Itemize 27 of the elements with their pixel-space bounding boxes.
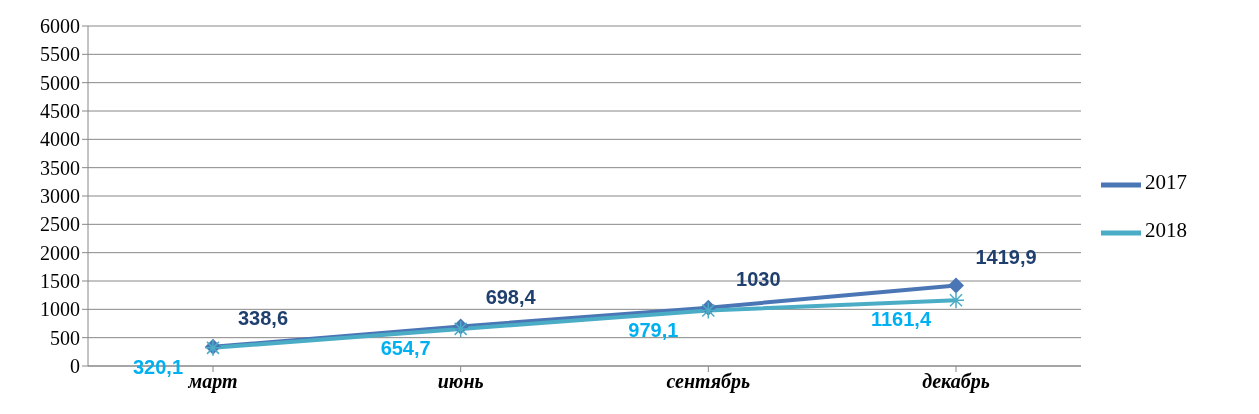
y-tick-label: 5500 bbox=[40, 43, 80, 66]
legend-label: 2017 bbox=[1145, 170, 1187, 194]
data-label: 338,6 bbox=[237, 306, 289, 329]
x-tick-label: сентябрь bbox=[666, 370, 751, 394]
data-label: 654,7 bbox=[380, 336, 431, 359]
y-tick-label: 1000 bbox=[40, 298, 80, 321]
y-tick-label: 2000 bbox=[40, 241, 80, 264]
data-label: 320,1 bbox=[132, 355, 184, 378]
y-tick-label: 6000 bbox=[40, 15, 80, 38]
data-label: 698,4 bbox=[485, 286, 537, 309]
y-tick-label: 1500 bbox=[40, 270, 80, 293]
data-label: 1419,9 bbox=[975, 245, 1037, 268]
data-label: 1161,4 bbox=[870, 308, 932, 331]
y-tick-label: 4500 bbox=[40, 100, 80, 123]
x-tick-label: июнь bbox=[437, 370, 484, 393]
x-tick-label: декабрь bbox=[922, 370, 990, 394]
y-tick-label: 5000 bbox=[40, 71, 80, 94]
y-tick-label: 4000 bbox=[40, 128, 80, 151]
y-tick-label: 2500 bbox=[40, 213, 80, 236]
y-tick-label: 3000 bbox=[40, 185, 80, 208]
y-tick-label: 3500 bbox=[40, 156, 80, 179]
y-tick-label: 0 bbox=[70, 355, 80, 378]
legend-label: 2018 bbox=[1145, 218, 1187, 242]
data-label: 979,1 bbox=[628, 318, 679, 341]
x-tick-label: март bbox=[187, 370, 238, 394]
data-label: 1030 bbox=[736, 267, 781, 290]
y-tick-label: 500 bbox=[50, 326, 80, 349]
